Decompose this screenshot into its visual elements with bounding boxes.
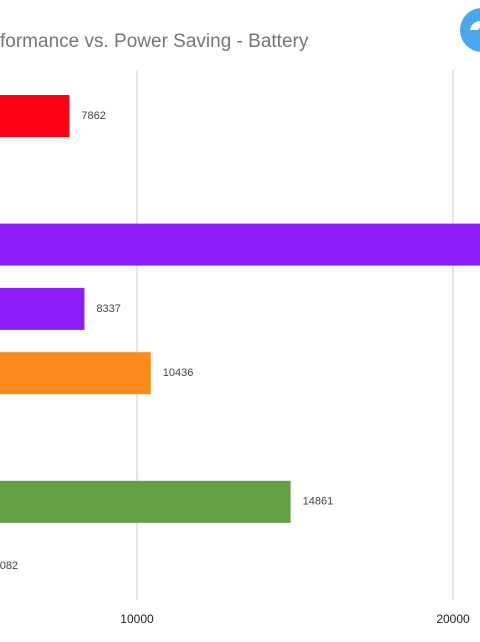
bar <box>0 480 291 523</box>
chart-title: formance vs. Power Saving - Battery <box>0 31 309 52</box>
bar <box>0 287 85 330</box>
bar <box>0 223 480 266</box>
value-label: 5082 <box>0 560 18 572</box>
bar <box>0 352 151 395</box>
logo <box>460 8 480 52</box>
x-tick-label: 10000 <box>120 612 154 626</box>
x-tick-label: 20000 <box>436 612 470 626</box>
bar <box>0 95 70 137</box>
value-label: 14861 <box>303 496 334 508</box>
value-label: 10436 <box>163 367 194 379</box>
value-label: 8337 <box>96 303 120 315</box>
value-label: 7862 <box>81 110 105 122</box>
